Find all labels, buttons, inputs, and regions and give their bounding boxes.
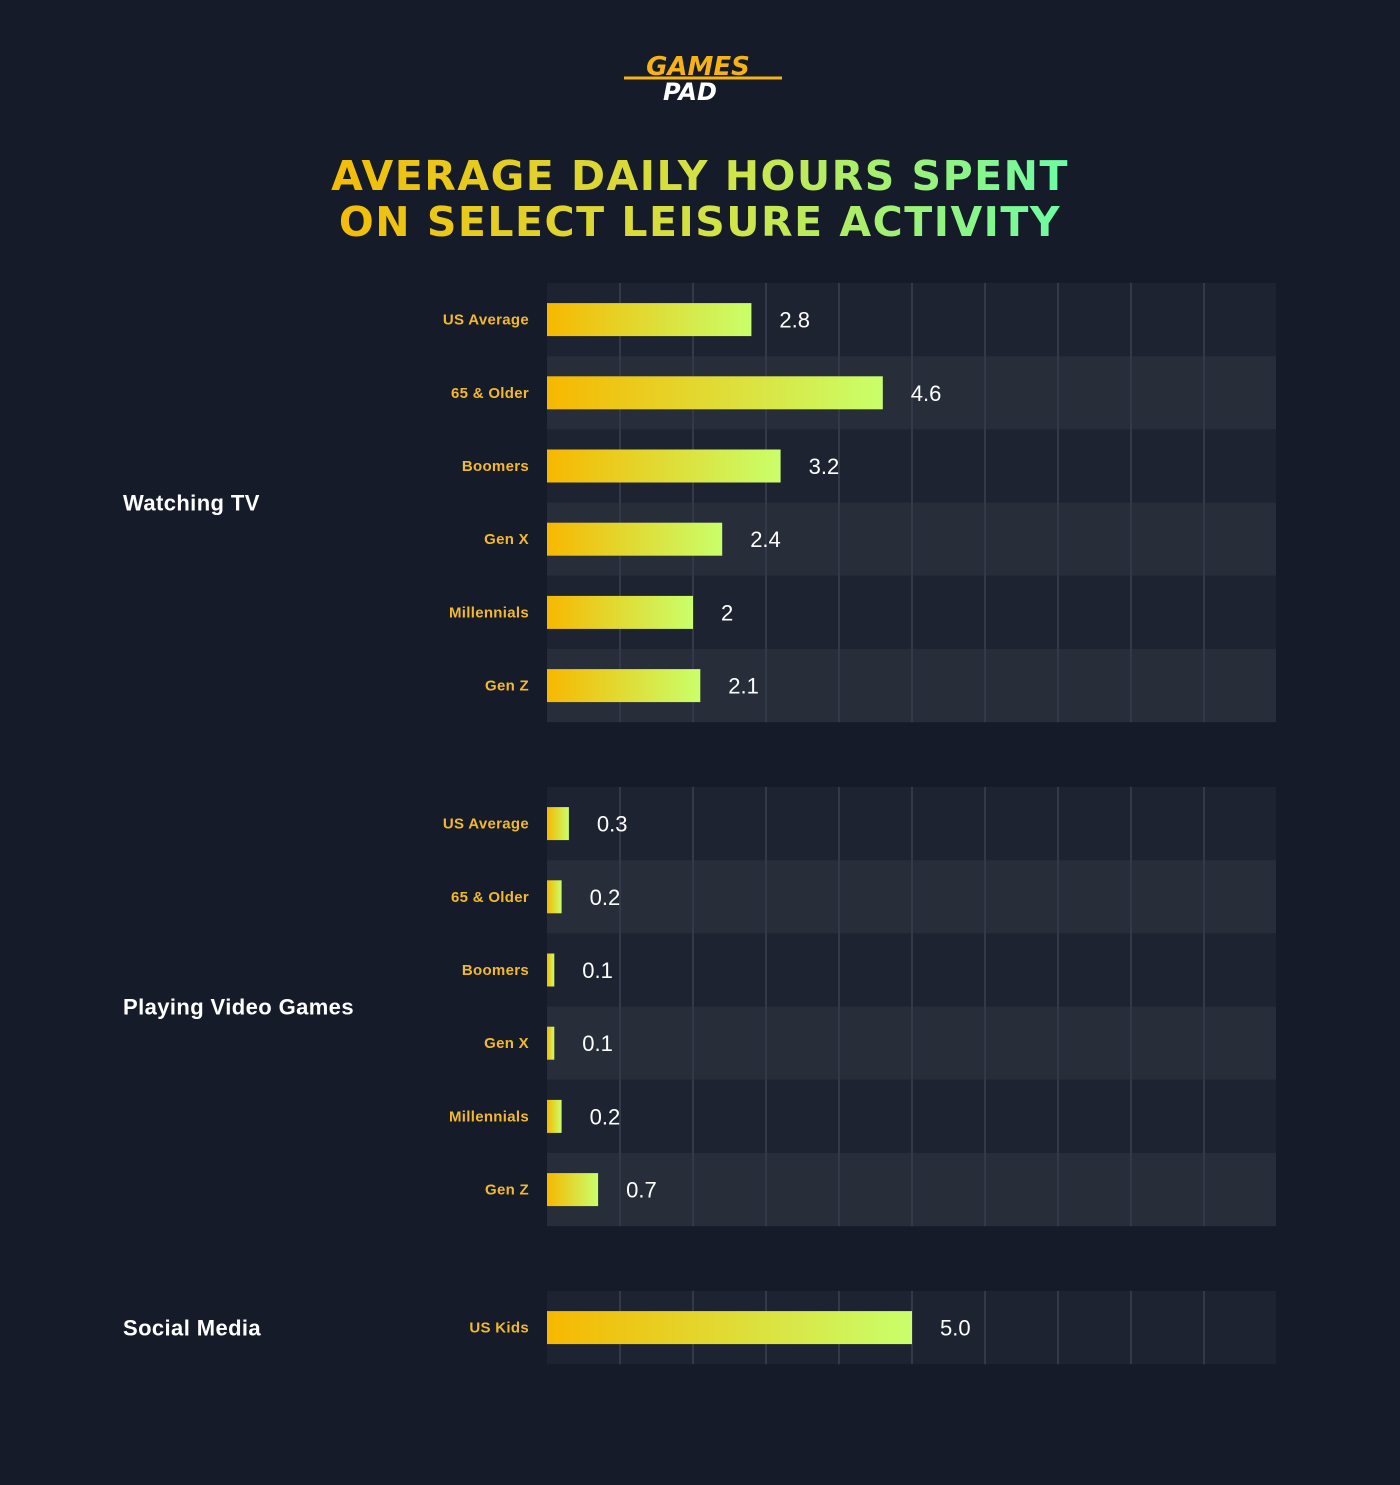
value-label: 4.6 [911,381,942,406]
value-label: 0.1 [582,1031,613,1056]
gamespad-logo: GAMES PAD [624,52,782,106]
title-line-1: AVERAGE DAILY HOURS SPENT [331,152,1069,200]
value-label: 2.4 [750,527,781,552]
category-label: Boomers [462,962,529,979]
bar [547,953,555,987]
value-label: 0.1 [582,958,613,983]
value-label: 3.2 [809,454,840,479]
group-label: Watching TV [123,491,260,516]
bar [547,1026,555,1060]
value-label: 2.8 [779,308,810,333]
bar [547,376,883,410]
category-label: Gen Z [485,1182,529,1199]
category-label: Millennials [449,1108,529,1125]
bar [547,1173,599,1207]
value-label: 2.1 [728,674,759,699]
value-label: 0.7 [626,1178,657,1203]
bar [547,595,693,629]
category-label: US Kids [469,1320,529,1337]
bar [547,1311,912,1345]
logo-line2: PAD [663,78,717,106]
value-label: 5.0 [940,1316,971,1341]
chart-title: AVERAGE DAILY HOURS SPENT ON SELECT LEIS… [331,152,1069,246]
category-label: Boomers [462,458,529,475]
value-label: 0.3 [597,812,628,837]
value-label: 0.2 [590,1104,621,1129]
bar [547,522,723,556]
bar [547,807,569,841]
bar [547,303,752,337]
bar [547,1099,562,1133]
value-label: 0.2 [590,885,621,910]
category-label: Gen X [484,1035,529,1052]
category-label: Millennials [449,604,529,621]
value-label: 2 [721,600,733,625]
bar [547,449,781,483]
title-line-2: ON SELECT LEISURE ACTIVITY [339,198,1061,246]
group-label: Social Media [123,1316,261,1341]
category-label: Gen Z [485,678,529,695]
category-label: Gen X [484,531,529,548]
group-label: Playing Video Games [123,995,354,1020]
bar [547,880,562,914]
category-label: 65 & Older [451,385,529,402]
category-label: US Average [443,816,529,833]
category-label: 65 & Older [451,889,529,906]
logo-line1: GAMES [646,52,750,82]
bar [547,669,701,703]
category-label: US Average [443,312,529,329]
